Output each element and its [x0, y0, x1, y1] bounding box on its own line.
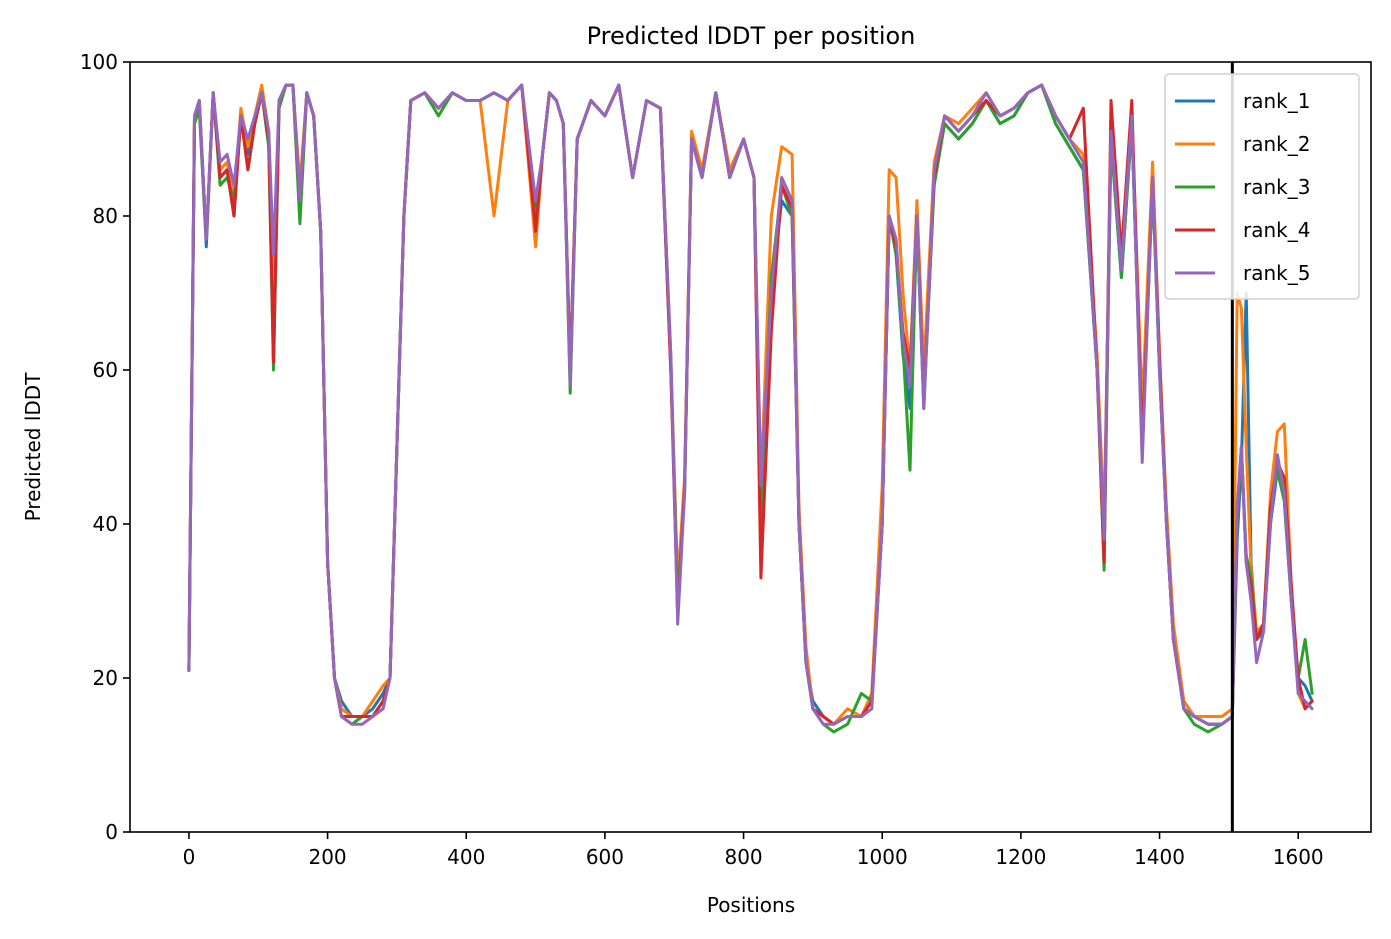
- series-line-rank_5: [187, 83, 1314, 726]
- legend-label-rank_3: rank_3: [1243, 175, 1310, 199]
- legend-label-rank_5: rank_5: [1243, 261, 1310, 285]
- x-tick-label: 1200: [995, 845, 1046, 869]
- y-tick-label: 100: [80, 50, 118, 74]
- y-tick-label: 40: [93, 512, 118, 536]
- x-tick-label: 600: [586, 845, 624, 869]
- y-tick-label: 80: [93, 204, 118, 228]
- y-tick-label: 60: [93, 358, 118, 382]
- chart-title: Predicted lDDT per position: [587, 22, 916, 50]
- legend-label-rank_1: rank_1: [1243, 89, 1310, 113]
- x-tick-label: 1000: [857, 845, 908, 869]
- x-axis-label: Positions: [707, 893, 795, 917]
- series-lines: [187, 62, 1314, 832]
- x-tick-label: 1600: [1273, 845, 1324, 869]
- y-axis-label: Predicted lDDT: [21, 372, 45, 522]
- legend: rank_1 rank_2 rank_3 rank_4 rank_5: [1164, 73, 1360, 300]
- legend-label-rank_2: rank_2: [1243, 132, 1310, 156]
- plot-frame: [129, 61, 1372, 833]
- x-tick-label: 1400: [1134, 845, 1185, 869]
- legend-label-rank_4: rank_4: [1243, 218, 1310, 242]
- y-tick-label: 20: [93, 666, 118, 690]
- axes: 0 200 400 600 800 1000 1200 1400 1600 0 20 40 60 80 10…: [80, 50, 1372, 869]
- x-tick-label: 800: [724, 845, 762, 869]
- x-tick-label: 0: [183, 845, 196, 869]
- x-tick-label: 200: [308, 845, 346, 869]
- y-tick-label: 0: [105, 820, 118, 844]
- x-tick-label: 400: [447, 845, 485, 869]
- legend-box: [1164, 73, 1360, 300]
